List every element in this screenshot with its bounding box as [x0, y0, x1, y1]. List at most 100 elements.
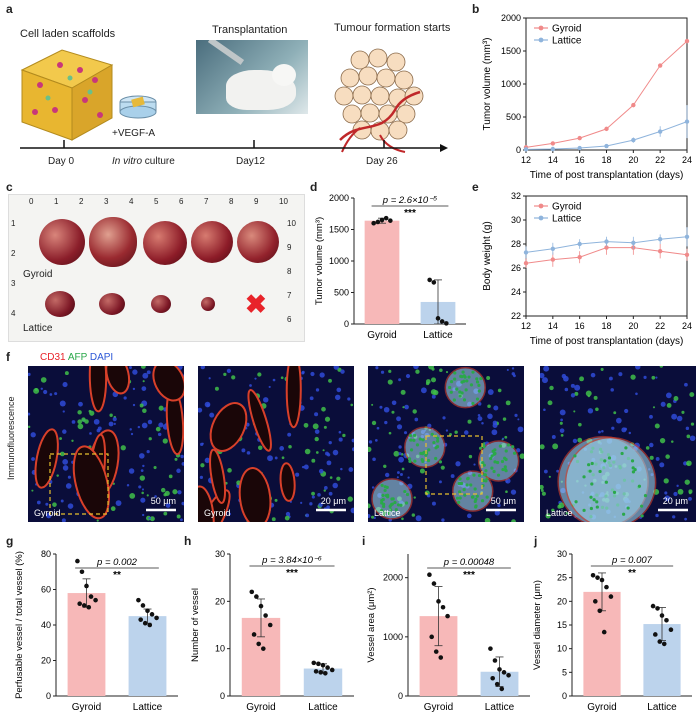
- data-point: [325, 665, 330, 670]
- y-tick-label: 15: [557, 620, 567, 630]
- x-tick-label: 24: [682, 321, 692, 331]
- x-tick-label: 12: [521, 155, 531, 165]
- ruler-tick-label: 2: [11, 249, 16, 258]
- data-point: [263, 613, 268, 618]
- micrograph-scale-label: 50 μm: [150, 496, 176, 506]
- micrograph-1: Gyroid 50 μm: [28, 366, 184, 522]
- data-point: [86, 604, 92, 610]
- gyroid-tumour-2: [89, 217, 137, 267]
- category-label: Lattice: [647, 702, 677, 713]
- data-point: [379, 217, 385, 223]
- data-point: [256, 641, 261, 647]
- data-point: [593, 599, 598, 604]
- data-point: [590, 573, 596, 578]
- category-label: Lattice: [485, 702, 515, 713]
- data-point: [608, 594, 614, 599]
- y-tick-label: 0: [344, 319, 349, 329]
- y-tick-label: 22: [511, 311, 521, 321]
- data-point: [550, 146, 556, 152]
- category-label: Gyroid: [424, 702, 453, 713]
- data-point: [75, 558, 80, 564]
- y-tick-label: 5: [562, 667, 567, 677]
- x-tick-label: 20: [628, 155, 638, 165]
- ruler-tick-label: 2: [79, 197, 84, 206]
- significance-stars: ***: [286, 568, 298, 579]
- data-point: [523, 147, 529, 152]
- chart-g-perfusable-vessel: 0 20 40 60 80 Perfusable vessel / total vesse…: [14, 549, 178, 713]
- y-tick-label: 1000: [383, 632, 403, 642]
- chart-d-tumor-volume-bar: 0 500 1000 1500 2000 Tumor volume (mm³) Gyroid…: [314, 193, 466, 341]
- data-point: [84, 583, 89, 589]
- legend-marker: [538, 215, 544, 221]
- data-point: [433, 649, 439, 654]
- y-tick-label: 28: [511, 239, 521, 249]
- transplantation-photo: [196, 40, 308, 114]
- data-point: [490, 675, 495, 681]
- data-point: [506, 672, 511, 678]
- chart-b-tumor-volume: 0 500 1000 1500 2000 12 14 16 18 20 22 24 Time of po…: [482, 13, 692, 180]
- data-point: [601, 629, 607, 635]
- data-point: [251, 632, 257, 637]
- lattice-tumour-4: [201, 297, 215, 311]
- y-tick-label: 32: [511, 191, 521, 201]
- y-tick-label: 0: [516, 145, 521, 155]
- data-point: [604, 126, 609, 132]
- data-point: [668, 627, 674, 633]
- legend-label: Lattice: [552, 36, 582, 47]
- p-value-label: p = 2.6×10⁻⁵: [382, 195, 437, 206]
- p-value-label: p = 0.002: [96, 557, 138, 568]
- data-point: [604, 584, 609, 590]
- panel-label-j: j: [534, 534, 538, 548]
- chart-h-number-of-vessel: 0 10 20 30 Number of vessel Gyroid Lattice p = …: [190, 549, 354, 713]
- data-point: [140, 603, 146, 608]
- x-tick-label: 14: [548, 155, 558, 165]
- y-tick-label: 0: [220, 691, 225, 701]
- p-value-label: p = 0.00048: [443, 557, 495, 568]
- panel-label-f: f: [6, 350, 10, 364]
- legend-marker: [538, 203, 544, 209]
- ruler-tick-label: 5: [154, 197, 159, 206]
- bar-gyroid: [67, 593, 106, 696]
- legend-label: Gyroid: [552, 202, 581, 213]
- y-tick-label: 1500: [501, 46, 521, 56]
- panel-label-b: b: [472, 2, 480, 16]
- y-tick-label: 1000: [329, 256, 349, 266]
- y-tick-label: 60: [41, 585, 51, 595]
- data-point: [577, 145, 582, 151]
- data-point: [661, 641, 667, 647]
- data-point: [653, 632, 658, 637]
- y-tick-label: 26: [511, 263, 521, 273]
- day0-label: Day 0: [48, 156, 75, 167]
- y-tick-label: 20: [557, 596, 567, 606]
- lattice-tumour-1: [45, 291, 75, 317]
- panel-a-illustration: [20, 48, 448, 153]
- chart-i-vessel-area: 0 1000 2000 Vessel area (μm²) Gyroid Lattice p…: [366, 554, 530, 713]
- y-tick-label: 1500: [329, 225, 349, 235]
- data-point: [431, 280, 437, 285]
- tumour-title: Tumour formation starts: [334, 22, 451, 34]
- vegf-label: +VEGF-A: [112, 128, 156, 139]
- x-tick-label: 22: [655, 155, 665, 165]
- y-tick-label: 10: [557, 644, 567, 654]
- x-tick-label: 12: [521, 321, 531, 331]
- data-point: [523, 261, 529, 266]
- data-point: [595, 575, 600, 580]
- ruler-tick-label: 8: [287, 267, 292, 276]
- data-point: [631, 137, 636, 143]
- micrograph-group-label: Gyroid: [204, 508, 231, 518]
- data-point: [657, 639, 663, 644]
- ruler-tick-label: 6: [179, 197, 184, 206]
- category-label: Lattice: [423, 330, 453, 341]
- data-point: [254, 594, 259, 599]
- data-point: [79, 569, 85, 575]
- data-point: [77, 601, 82, 606]
- data-point: [657, 63, 663, 68]
- ruler-tick-label: 1: [11, 219, 16, 228]
- panel-label-a: a: [6, 2, 13, 16]
- data-point: [154, 615, 159, 621]
- data-point: [550, 257, 556, 262]
- data-point: [444, 321, 449, 326]
- data-point: [604, 143, 609, 149]
- data-point: [577, 255, 582, 260]
- data-point: [136, 597, 141, 603]
